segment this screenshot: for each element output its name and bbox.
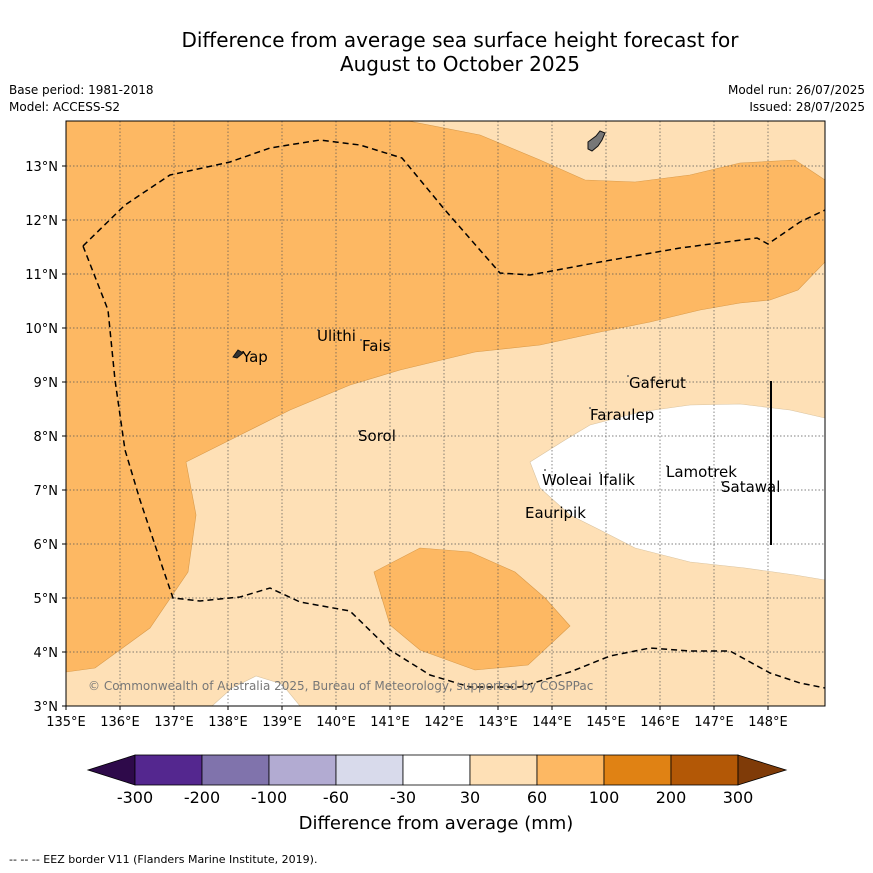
colorbar-tick: 200 bbox=[656, 788, 687, 807]
lat-tick: 13°N bbox=[25, 160, 58, 175]
map-title: Difference from average sea surface heig… bbox=[150, 28, 770, 76]
title-line-2: August to October 2025 bbox=[339, 52, 581, 76]
place-label: Ulithi bbox=[317, 327, 356, 345]
place-label: Sorol bbox=[358, 427, 396, 445]
lon-tick: 141°E bbox=[370, 715, 410, 730]
band-60-100-south bbox=[373, 547, 571, 671]
lat-tick: 7°N bbox=[34, 484, 59, 499]
lon-tick: 137°E bbox=[154, 715, 194, 730]
colorbar-tick: -200 bbox=[184, 788, 220, 807]
place-label: Gaferut bbox=[629, 374, 686, 392]
colorbar-segment bbox=[335, 754, 404, 786]
lon-axis: 135°E 136°E 137°E 138°E 139°E 140°E 141°… bbox=[46, 715, 788, 730]
title-line-1: Difference from average sea surface heig… bbox=[181, 28, 739, 52]
place-label: Ifalik bbox=[599, 471, 635, 489]
colorbar-ticks: -300 -200 -100 -60 -30 30 60 100 200 300 bbox=[117, 788, 753, 807]
place-label: Woleai bbox=[542, 471, 592, 489]
place-label: Lamotrek bbox=[666, 463, 737, 481]
lat-tick: 5°N bbox=[34, 592, 59, 607]
lat-tick: 6°N bbox=[34, 538, 59, 553]
atoll-markers bbox=[317, 329, 723, 509]
lon-tick: 146°E bbox=[640, 715, 680, 730]
lon-tick: 143°E bbox=[478, 715, 518, 730]
issued-date: Issued: 28/07/2025 bbox=[749, 100, 865, 114]
lat-tick: 11°N bbox=[25, 268, 58, 283]
lon-tick: 142°E bbox=[424, 715, 464, 730]
lat-tick-marks bbox=[62, 165, 66, 707]
lat-axis: 3°N 4°N 5°N 6°N 7°N 8°N 9°N 10°N 11°N 12… bbox=[25, 160, 58, 715]
copyright-text: © Commonwealth of Australia 2025, Bureau… bbox=[88, 679, 593, 693]
band-neutral-south bbox=[211, 675, 301, 706]
footnote: -- -- -- EEZ border V11 (Flanders Marine… bbox=[9, 853, 318, 866]
map-plot: Yap Ulithi Fais Sorol Gaferut Faraulep W… bbox=[66, 121, 825, 706]
lat-tick: 10°N bbox=[25, 322, 58, 337]
colorbar-tick: -60 bbox=[323, 788, 349, 807]
colorbar-extension-low bbox=[86, 754, 136, 786]
colorbar-segment bbox=[469, 754, 538, 786]
lon-tick: 147°E bbox=[694, 715, 734, 730]
eez-border bbox=[82, 139, 825, 689]
colorbar-tick: -100 bbox=[251, 788, 287, 807]
colorbar-segment bbox=[268, 754, 337, 786]
lat-tick: 9°N bbox=[34, 376, 59, 391]
colorbar-tick: 100 bbox=[589, 788, 620, 807]
lon-tick: 140°E bbox=[316, 715, 356, 730]
colorbar-segment bbox=[536, 754, 605, 786]
lon-tick-marks bbox=[65, 706, 769, 710]
model-name: Model: ACCESS-S2 bbox=[9, 100, 121, 114]
colorbar-segment bbox=[134, 754, 203, 786]
colorbar-tick: 300 bbox=[723, 788, 754, 807]
yap-island bbox=[232, 349, 244, 359]
colorbar-segment bbox=[402, 754, 471, 786]
base-period: Base period: 1981-2018 bbox=[9, 83, 154, 97]
band-neutral-east bbox=[529, 403, 825, 581]
lon-tick: 139°E bbox=[262, 715, 302, 730]
lon-tick: 136°E bbox=[100, 715, 140, 730]
lon-tick: 145°E bbox=[586, 715, 626, 730]
lat-tick: 4°N bbox=[34, 646, 59, 661]
colorbar-title: Difference from average (mm) bbox=[298, 813, 574, 834]
place-label: Yap bbox=[241, 348, 268, 366]
colorbar-segment bbox=[670, 754, 739, 786]
band-60-100-north bbox=[66, 121, 825, 673]
colorbar-tick: -30 bbox=[390, 788, 416, 807]
lat-tick: 12°N bbox=[25, 214, 58, 229]
colorbar bbox=[86, 754, 788, 786]
lon-tick: 135°E bbox=[46, 715, 86, 730]
lat-tick: 3°N bbox=[34, 700, 59, 715]
lon-tick: 138°E bbox=[208, 715, 248, 730]
place-label: Eauripik bbox=[525, 504, 586, 522]
place-label: Fais bbox=[362, 337, 391, 355]
place-labels: Yap Ulithi Fais Sorol Gaferut Faraulep W… bbox=[241, 327, 780, 522]
place-label: Faraulep bbox=[590, 406, 654, 424]
colorbar-tick: 30 bbox=[460, 788, 480, 807]
model-run: Model run: 26/07/2025 bbox=[727, 83, 865, 97]
lon-tick: 148°E bbox=[748, 715, 788, 730]
lat-tick: 8°N bbox=[34, 430, 59, 445]
gridlines bbox=[66, 121, 825, 706]
plot-frame bbox=[65, 120, 826, 707]
place-label: Satawal bbox=[721, 478, 780, 496]
colorbar-segment bbox=[201, 754, 270, 786]
guam-island bbox=[587, 130, 606, 152]
colorbar-extension-high bbox=[737, 754, 788, 786]
lon-tick: 144°E bbox=[532, 715, 572, 730]
colorbar-segment bbox=[603, 754, 672, 786]
meta-left: Base period: 1981-2018 Model: ACCESS-S2 bbox=[9, 82, 154, 116]
colorbar-tick: -300 bbox=[117, 788, 153, 807]
colorbar-tick: 60 bbox=[527, 788, 547, 807]
meta-right: Model run: 26/07/2025 Issued: 28/07/2025 bbox=[728, 82, 865, 116]
